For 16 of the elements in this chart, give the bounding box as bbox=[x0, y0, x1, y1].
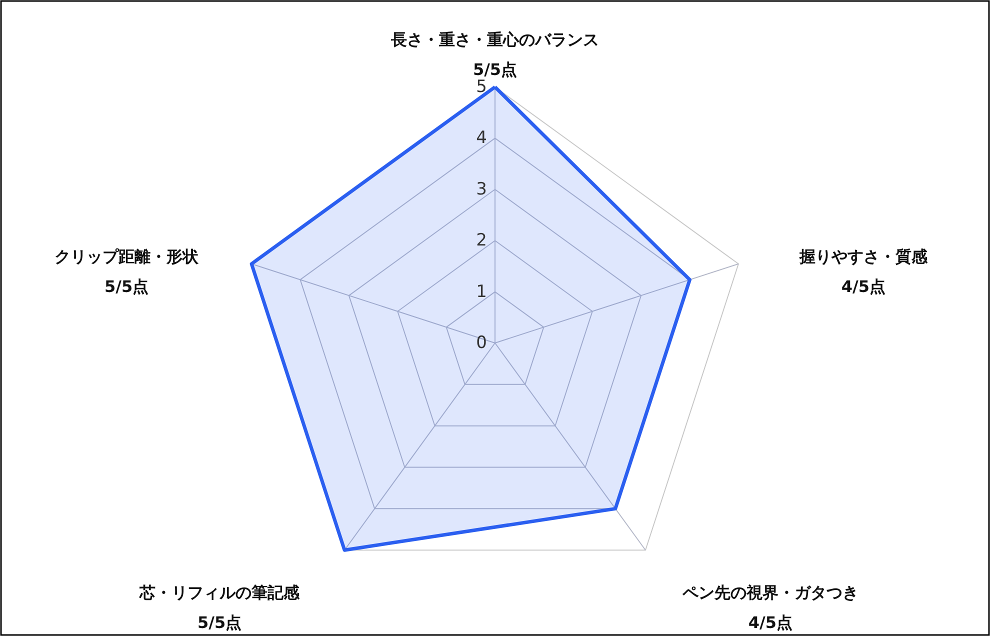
text: 5/5点 bbox=[197, 613, 242, 632]
text: 4/5点 bbox=[841, 276, 886, 296]
y-tick-label: 1 bbox=[476, 282, 487, 302]
y-tick-label: 2 bbox=[476, 230, 487, 251]
y-tick-label: 0 bbox=[476, 333, 487, 353]
y-tick-label: 4 bbox=[476, 128, 487, 148]
y-tick-label: 5 bbox=[476, 77, 487, 97]
y-tick-label: 3 bbox=[476, 179, 487, 200]
spoke-label: クリップ距離・形状 bbox=[54, 246, 200, 266]
text: 5/5点 bbox=[472, 60, 518, 79]
text: 5/5点 bbox=[104, 276, 149, 296]
text: 4/5点 bbox=[748, 613, 793, 632]
spoke-label: 長さ・重さ・重心のバランス bbox=[390, 30, 599, 49]
spoke-label: ペン先の視界・ガタつき bbox=[681, 583, 858, 602]
spoke-label: 芯・リフィルの筆記感 bbox=[138, 583, 301, 602]
spoke-label: 握りやすさ・質感 bbox=[798, 246, 928, 266]
